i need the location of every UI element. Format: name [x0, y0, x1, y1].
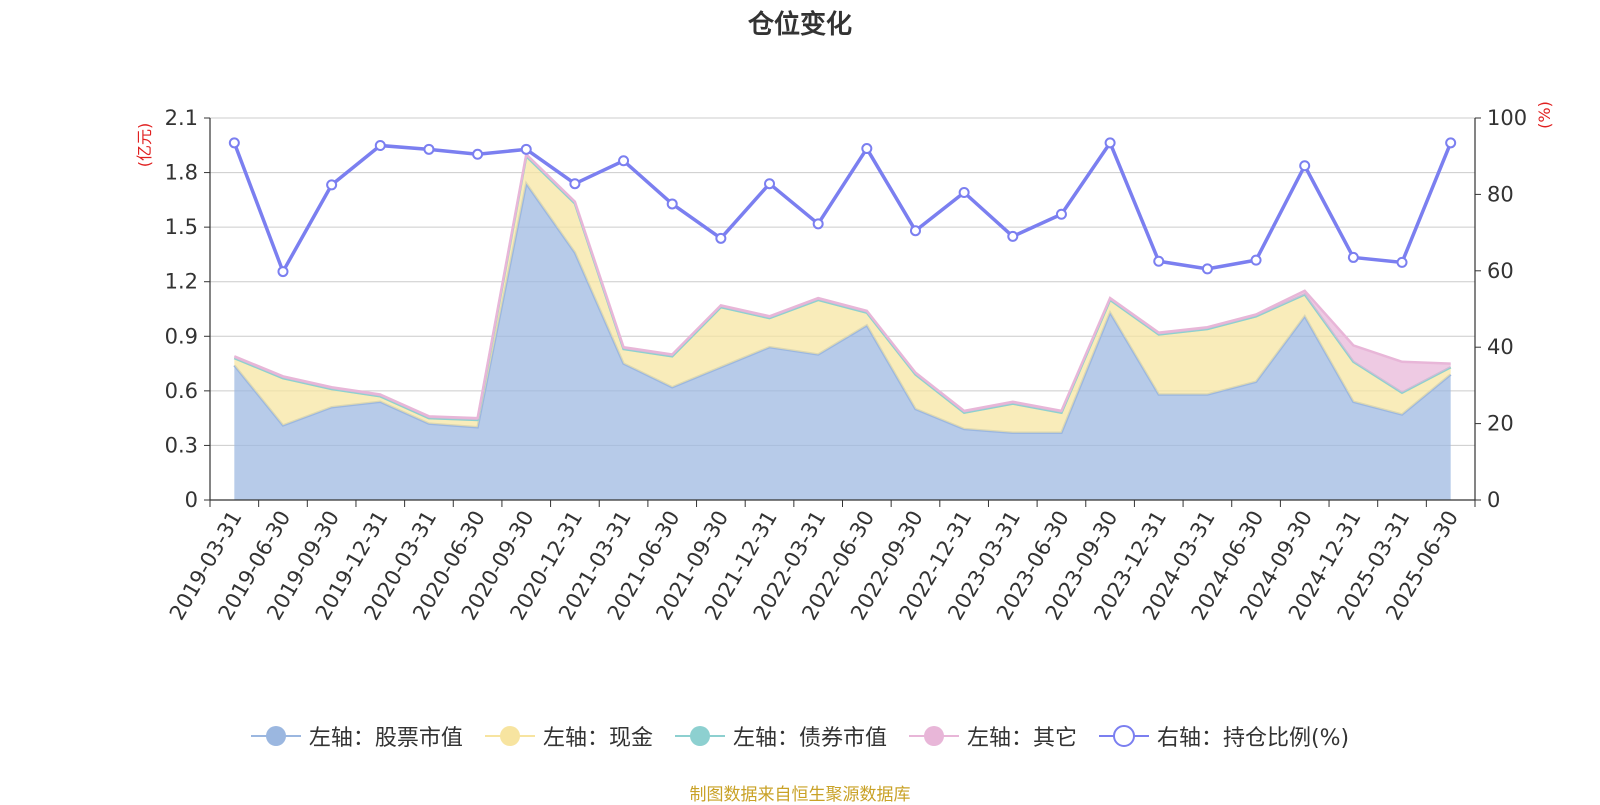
- ratio-point: [1445, 137, 1457, 149]
- ratio-point: [1396, 256, 1408, 268]
- right-tick-label: 0: [1487, 488, 1500, 512]
- left-tick-label: 0: [185, 488, 198, 512]
- legend-item[interactable]: 左轴：现金: [484, 720, 653, 752]
- stacked-areas: [233, 151, 1452, 500]
- ratio-point: [764, 178, 776, 190]
- ratio-point: [666, 198, 678, 210]
- ratio-point: [1104, 137, 1116, 149]
- left-tick-label: 1.2: [165, 270, 198, 294]
- ratio-polyline: [232, 141, 1453, 274]
- ratio-point: [228, 137, 240, 149]
- left-tick-label: 0.9: [165, 324, 198, 348]
- ratio-point: [812, 218, 824, 230]
- area-edge-左轴：其它: [233, 151, 1451, 420]
- legend-marker-icon: [250, 726, 301, 746]
- ratio-point: [715, 232, 727, 244]
- legend-label: 左轴：其它: [966, 726, 1077, 751]
- right-tick-label: 40: [1487, 335, 1514, 359]
- legend-label: 右轴：持仓比例(%): [1156, 726, 1350, 751]
- ratio-point: [277, 266, 289, 278]
- ratio-point: [374, 140, 386, 152]
- chart-title: 仓位变化: [747, 10, 852, 40]
- left-axis-label: (亿元): [135, 123, 154, 168]
- legend-marker-icon: [1098, 725, 1149, 747]
- right-axis-label: (%): [1535, 101, 1554, 129]
- ratio-point: [909, 225, 921, 237]
- ratio-point: [1201, 263, 1213, 275]
- right-tick-label: 80: [1487, 182, 1514, 206]
- left-tick-label: 1.8: [165, 161, 198, 185]
- left-tick-label: 2.1: [165, 106, 198, 130]
- ratio-point: [423, 143, 435, 155]
- ratio-point: [861, 143, 873, 155]
- legend-item[interactable]: 左轴：债券市值: [674, 720, 887, 752]
- legend-item[interactable]: 右轴：持仓比例(%): [1098, 720, 1350, 752]
- legend-label: 左轴：现金: [542, 726, 653, 751]
- area-左轴：股票市值: [234, 183, 1451, 500]
- ratio-point: [569, 178, 581, 190]
- right-tick-label: 100: [1487, 106, 1527, 130]
- ratio-point: [520, 143, 532, 155]
- ratio-point: [618, 155, 630, 167]
- source-note: 制图数据来自恒生聚源数据库: [689, 785, 911, 805]
- left-tick-label: 1.5: [165, 215, 198, 239]
- ratio-point: [1299, 160, 1311, 172]
- ratio-point: [1347, 251, 1359, 263]
- left-tick-label: 0.3: [165, 433, 198, 457]
- legend-item[interactable]: 左轴：股票市值: [250, 720, 463, 752]
- legend-label: 左轴：债券市值: [732, 726, 887, 751]
- legend-marker-icon: [908, 726, 959, 746]
- right-tick-label: 20: [1487, 412, 1514, 436]
- ratio-point: [472, 148, 484, 160]
- position-ratio-line: [228, 137, 1457, 278]
- right-tick-label: 60: [1487, 259, 1514, 283]
- ratio-point: [1250, 254, 1262, 266]
- ratio-point: [1055, 208, 1067, 220]
- legend-item[interactable]: 左轴：其它: [908, 720, 1077, 752]
- ratio-point: [1007, 230, 1019, 242]
- legend-label: 左轴：股票市值: [308, 726, 463, 751]
- ratio-point: [326, 179, 338, 191]
- legend: 左轴：股票市值 左轴：现金 左轴：债券市值 左轴：其它 右轴：持仓比例(%): [0, 720, 1600, 752]
- legend-marker-icon: [484, 726, 535, 746]
- ratio-point: [1153, 255, 1165, 267]
- left-tick-label: 0.6: [165, 379, 198, 403]
- ratio-point: [958, 186, 970, 198]
- area-左轴：现金: [234, 156, 1451, 433]
- legend-marker-icon: [674, 726, 725, 746]
